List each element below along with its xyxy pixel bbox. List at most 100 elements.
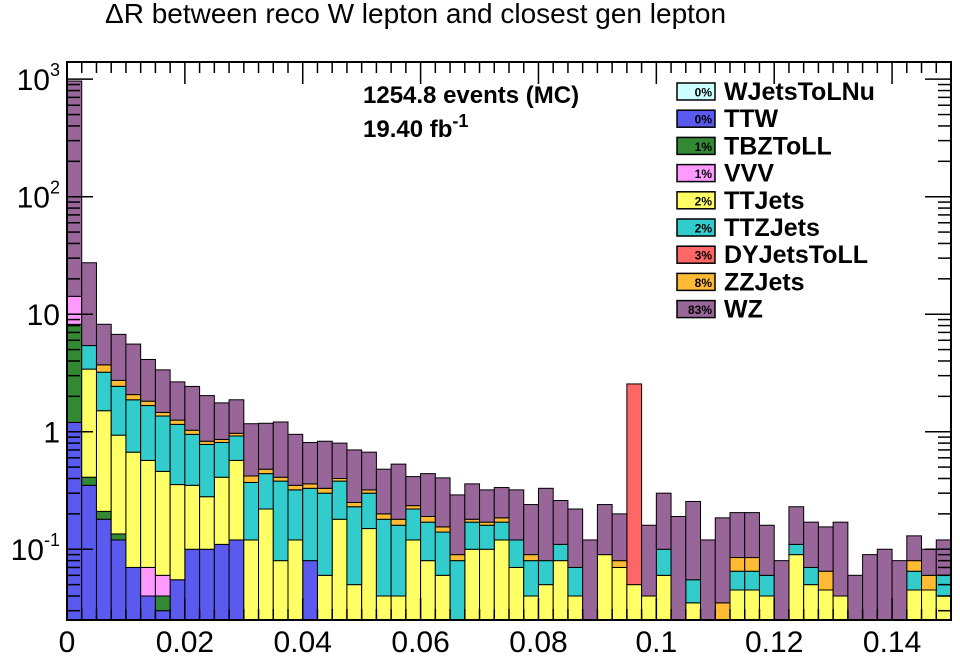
legend-label: WJetsToLNu bbox=[724, 78, 875, 106]
bar-ttjets bbox=[434, 574, 451, 621]
bar-ttzjets bbox=[685, 579, 702, 604]
bar-ttw bbox=[302, 560, 318, 621]
bar-wz bbox=[758, 524, 775, 576]
bar-zzjets bbox=[110, 379, 127, 387]
bar-wz bbox=[184, 385, 201, 431]
x-tick-label: 0.02 bbox=[156, 626, 214, 656]
bar-wz bbox=[140, 358, 156, 402]
bar-ttjets bbox=[125, 451, 142, 568]
bar-ttjets bbox=[81, 368, 97, 478]
bar-ttjets bbox=[405, 539, 422, 621]
y-tick-label: 1 bbox=[43, 417, 60, 450]
bar-zzjets bbox=[420, 515, 436, 523]
bar-ttzjets bbox=[228, 435, 245, 461]
bar-wz bbox=[287, 433, 304, 486]
legend-label: TTJets bbox=[724, 187, 805, 215]
bar-ttw bbox=[228, 539, 245, 621]
bar-ttjets bbox=[95, 410, 112, 512]
y-tick-base: 1 bbox=[43, 417, 60, 450]
bar-wz bbox=[199, 395, 215, 442]
bar-wz bbox=[773, 560, 790, 621]
bar-ttzjets bbox=[95, 371, 112, 412]
bar-wz bbox=[154, 369, 171, 413]
bar-ttzjets bbox=[803, 566, 819, 586]
bar-ttzjets bbox=[184, 433, 201, 486]
series-wz bbox=[66, 80, 952, 621]
bar-zzjets bbox=[434, 526, 451, 533]
bar-ttjets bbox=[567, 595, 584, 621]
bar-ttjets bbox=[110, 434, 127, 535]
bar-wz bbox=[228, 399, 245, 434]
bar-ttzjets bbox=[729, 570, 746, 591]
x-tick-label: 0.08 bbox=[509, 626, 567, 656]
legend-swatch bbox=[676, 163, 716, 183]
legend-label: TTW bbox=[724, 105, 779, 133]
bar-wz bbox=[641, 524, 657, 597]
legend-label: WZ bbox=[724, 296, 763, 324]
bar-zzjets bbox=[95, 364, 112, 373]
bar-wz bbox=[95, 323, 112, 366]
bar-ttjets bbox=[758, 595, 775, 621]
bar-ttjets bbox=[641, 595, 657, 621]
bar-ttzjets bbox=[213, 441, 230, 478]
legend-percent: 8% bbox=[695, 276, 713, 290]
legend-swatch bbox=[676, 191, 716, 210]
bar-wz bbox=[361, 451, 377, 491]
bar-ttw bbox=[169, 579, 186, 621]
legend-label: ZZJets bbox=[724, 268, 805, 296]
bar-zzjets bbox=[184, 429, 201, 435]
bar-tbztoll bbox=[95, 510, 112, 520]
bar-ttzjets bbox=[464, 521, 481, 550]
bar-ttjets bbox=[921, 589, 937, 621]
legend-percent: 1% bbox=[695, 167, 713, 181]
bar-ttjets bbox=[228, 459, 245, 541]
bar-wz bbox=[449, 494, 466, 556]
bar-ttjets bbox=[243, 539, 260, 621]
bar-ttzjets bbox=[110, 385, 127, 436]
legend-percent: 2% bbox=[695, 222, 713, 236]
bar-zzjets bbox=[316, 487, 333, 494]
bar-wz bbox=[346, 449, 363, 503]
bar-ttzjets bbox=[479, 524, 495, 550]
bar-ttjets bbox=[375, 595, 392, 621]
legend-percent: 0% bbox=[695, 86, 713, 100]
bar-ttjets bbox=[685, 602, 702, 621]
bar-ttzjets bbox=[390, 524, 407, 597]
bar-ttzjets bbox=[272, 480, 289, 562]
bar-zzjets bbox=[729, 557, 746, 572]
bar-ttw bbox=[110, 539, 127, 621]
y-tick-exponent: 3 bbox=[50, 60, 60, 80]
bar-wz bbox=[66, 80, 83, 297]
bar-ttzjets bbox=[81, 345, 97, 370]
legend-percent: 3% bbox=[695, 249, 713, 263]
bar-wz bbox=[331, 442, 348, 479]
bar-zzjets bbox=[169, 419, 186, 425]
bar-ttjets bbox=[508, 566, 525, 621]
bar-wz bbox=[611, 513, 628, 562]
bar-ttjets bbox=[316, 574, 333, 621]
bar-tbztoll bbox=[66, 323, 83, 423]
bar-ttjets bbox=[596, 554, 613, 621]
bar-wz bbox=[862, 554, 878, 621]
bar-wz bbox=[744, 512, 760, 559]
histogram-bars bbox=[66, 80, 952, 621]
legend-swatch bbox=[676, 218, 716, 237]
bar-wz bbox=[169, 381, 186, 421]
bar-zzjets bbox=[493, 517, 510, 523]
bar-zzjets bbox=[125, 394, 142, 401]
bar-ttjets bbox=[346, 584, 363, 621]
bar-ttjets bbox=[213, 476, 230, 545]
bar-ttzjets bbox=[331, 480, 348, 520]
legend-swatch bbox=[676, 299, 716, 319]
bar-wz bbox=[729, 512, 746, 559]
bar-zzjets bbox=[714, 602, 731, 621]
bar-ttzjets bbox=[758, 574, 775, 597]
bar-ttzjets bbox=[302, 487, 318, 562]
bar-zzjets bbox=[346, 501, 363, 508]
bar-ttzjets bbox=[523, 560, 539, 597]
legend-entry-ttzjets: 2% TTZJets bbox=[676, 214, 820, 242]
x-tick-label: 0.14 bbox=[863, 626, 921, 656]
bar-ttzjets bbox=[258, 473, 274, 510]
bar-wz bbox=[405, 476, 422, 507]
